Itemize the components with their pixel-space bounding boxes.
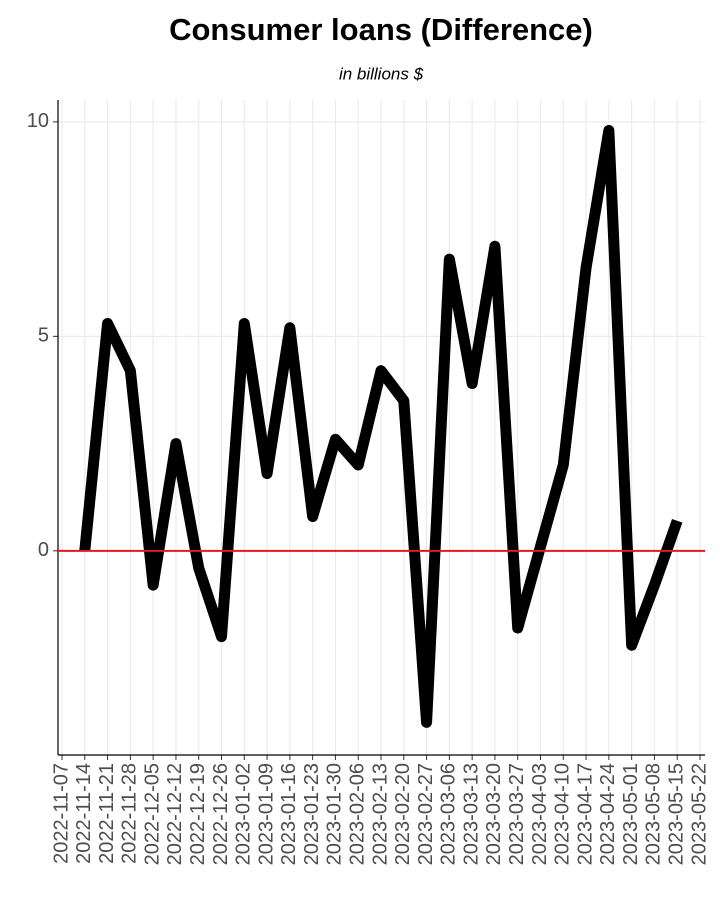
x-tick-label: 2023-04-10 bbox=[552, 763, 574, 865]
y-tick-label: 0 bbox=[38, 539, 49, 561]
chart-subtitle: in billions $ bbox=[339, 64, 424, 83]
x-tick-label: 2023-03-13 bbox=[460, 763, 482, 865]
x-tick-label: 2023-05-15 bbox=[665, 763, 687, 865]
x-tick-label: 2022-12-12 bbox=[164, 763, 186, 865]
x-tick-label: 2023-04-24 bbox=[597, 763, 619, 865]
x-tick-label: 2023-05-01 bbox=[620, 763, 642, 865]
x-tick-label: 2023-02-13 bbox=[369, 763, 391, 865]
x-tick-label: 2023-03-27 bbox=[506, 763, 528, 865]
x-tick-label: 2022-11-14 bbox=[73, 763, 95, 864]
x-tick-label: 2023-02-06 bbox=[346, 763, 368, 865]
x-tick-label: 2023-05-08 bbox=[643, 763, 665, 865]
x-tick-label: 2023-01-23 bbox=[301, 763, 323, 865]
x-tick-label: 2023-01-30 bbox=[324, 763, 346, 865]
y-tick-label: 5 bbox=[38, 325, 49, 347]
series-line bbox=[79, 124, 683, 728]
x-tick-label: 2023-04-03 bbox=[529, 763, 551, 865]
y-tick-label: 10 bbox=[27, 110, 49, 132]
x-tick-label: 2023-01-02 bbox=[233, 763, 255, 865]
x-tick-label: 2022-12-19 bbox=[187, 763, 209, 865]
x-tick-label: 2022-11-28 bbox=[119, 763, 141, 864]
x-tick-label: 2023-04-17 bbox=[574, 763, 596, 865]
x-tick-label: 2023-01-16 bbox=[278, 763, 300, 865]
x-tick-label: 2022-12-05 bbox=[141, 763, 163, 865]
x-tick-label: 2022-11-07 bbox=[50, 763, 72, 864]
x-tick-label: 2023-03-20 bbox=[483, 763, 505, 865]
x-tick-label: 2023-03-06 bbox=[438, 763, 460, 865]
x-tick-label: 2023-02-27 bbox=[415, 763, 437, 865]
x-tick-label: 2023-01-09 bbox=[255, 763, 277, 865]
x-tick-label: 2023-05-22 bbox=[688, 763, 710, 865]
chart-title: Consumer loans (Difference) bbox=[169, 12, 593, 47]
x-tick-label: 2022-12-26 bbox=[210, 763, 232, 865]
x-tick-label: 2022-11-21 bbox=[96, 763, 118, 864]
x-tick-label: 2023-02-20 bbox=[392, 763, 414, 865]
